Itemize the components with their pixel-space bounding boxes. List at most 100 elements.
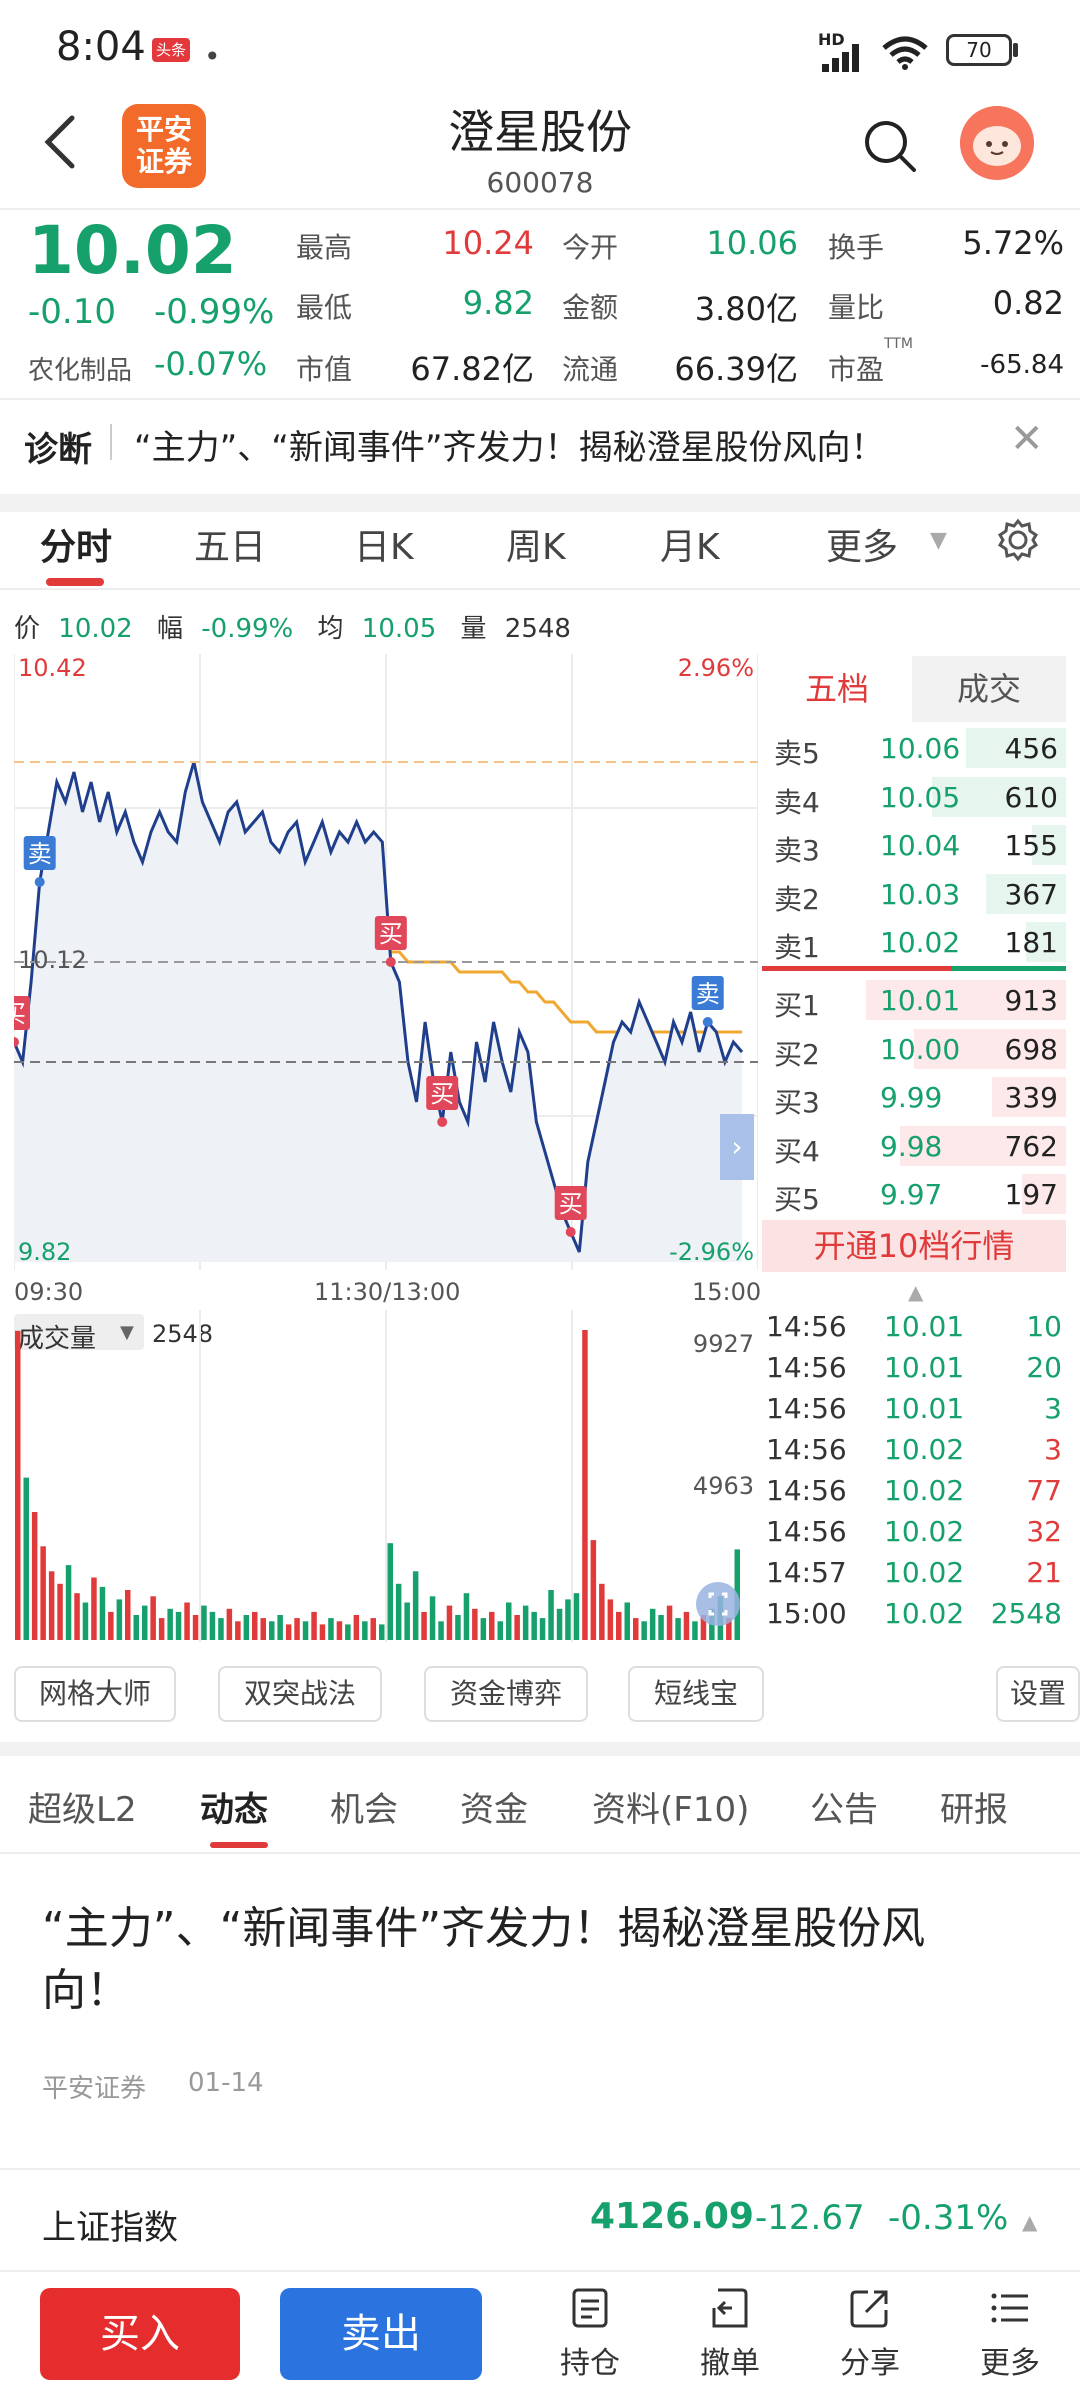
- bottom-pct-label: -2.96%: [669, 1238, 754, 1266]
- ask-row[interactable]: 卖5 10.06 456: [762, 724, 1066, 772]
- buy-marker-label: 买: [379, 920, 403, 948]
- tab-five-day[interactable]: 五日: [194, 527, 267, 568]
- bid-row[interactable]: 买1 10.01 913: [762, 976, 1066, 1024]
- expand-up-icon[interactable]: ▲: [1022, 2210, 1038, 2234]
- tab-daily-k[interactable]: 日K: [354, 527, 414, 568]
- strategy-capital-game[interactable]: 资金博弈: [424, 1666, 588, 1722]
- tab-monthly-k[interactable]: 月K: [660, 527, 720, 568]
- ask-row[interactable]: 卖2 10.03 367: [762, 870, 1066, 918]
- level-volume: 155: [1004, 829, 1058, 862]
- clock: 8:04: [56, 24, 146, 70]
- toutiao-badge: 头条: [152, 38, 190, 62]
- volume-bar: [590, 1540, 597, 1640]
- caret-down-icon[interactable]: ▼: [120, 1322, 134, 1343]
- tab-opportunities[interactable]: 机会: [330, 1790, 398, 1830]
- volume-bar: [99, 1586, 106, 1640]
- amount-label: 金额: [562, 291, 619, 324]
- marker-dot: [702, 1017, 713, 1027]
- hd-label: HD: [818, 30, 845, 49]
- nav-share[interactable]: 分享: [820, 2286, 920, 2382]
- buy-button[interactable]: 买入: [40, 2288, 240, 2380]
- volume-indicator-select[interactable]: [14, 1314, 144, 1350]
- tab-dynamics[interactable]: 动态: [200, 1790, 268, 1830]
- strategy-short-term[interactable]: 短线宝: [628, 1666, 764, 1722]
- fullscreen-icon[interactable]: [696, 1582, 740, 1626]
- volume-bar: [48, 1571, 55, 1640]
- intraday-chart[interactable]: 买卖买买买卖 10.42 2.96% 10.12 9.82 -2.96% ›: [14, 654, 758, 1270]
- sector-name[interactable]: 农化制品: [28, 356, 133, 386]
- stock-name: 澄星股份: [448, 105, 632, 159]
- avatar[interactable]: [960, 106, 1034, 180]
- bid-row[interactable]: 买5 9.97 197: [762, 1170, 1066, 1218]
- bid-row[interactable]: 买4 9.98 762: [762, 1122, 1066, 1170]
- strategy-grid-master[interactable]: 网格大师: [14, 1666, 176, 1722]
- ask-row[interactable]: 卖1 10.02 181: [762, 918, 1066, 966]
- volume-bar: [65, 1565, 72, 1640]
- close-icon[interactable]: ✕: [1010, 416, 1044, 462]
- ask-row[interactable]: 卖3 10.04 155: [762, 821, 1066, 869]
- bid-row[interactable]: 买2 10.00 698: [762, 1025, 1066, 1073]
- chevron-up-icon[interactable]: ▲: [908, 1280, 924, 1304]
- share-icon: [850, 2290, 888, 2328]
- nav-cancel-order[interactable]: 撤单: [680, 2286, 780, 2382]
- tick-price: 10.01: [884, 1392, 965, 1425]
- chevron-right-icon[interactable]: ›: [731, 1130, 742, 1163]
- volume-bar: [404, 1602, 410, 1640]
- ask-row[interactable]: 卖4 10.05 610: [762, 773, 1066, 821]
- tick-time: 14:56: [766, 1310, 847, 1343]
- tab-order-book[interactable]: 五档: [762, 656, 912, 722]
- volume-bar: [40, 1546, 46, 1640]
- tick-time: 15:00: [766, 1597, 847, 1630]
- expand-handle[interactable]: [720, 1114, 754, 1180]
- amount-value: 3.80亿: [694, 290, 798, 328]
- chevron-down-icon[interactable]: ▼: [930, 528, 947, 553]
- volume-bar: [599, 1583, 605, 1640]
- level10-upgrade-button[interactable]: 开通10档行情: [762, 1220, 1066, 1272]
- volume-bar: [446, 1605, 453, 1640]
- undo-document-icon: [712, 2288, 748, 2328]
- volume-bar: [260, 1618, 266, 1640]
- volume-bar: [345, 1624, 351, 1640]
- strategy-double-breakout[interactable]: 双突战法: [218, 1666, 382, 1722]
- news-tabs-divider: [0, 1852, 1080, 1854]
- depth-bar: [914, 1028, 1066, 1069]
- back-icon[interactable]: [40, 112, 80, 172]
- volume-bar: [108, 1611, 114, 1640]
- diagnosis-bar[interactable]: [0, 398, 1080, 492]
- nav-more[interactable]: 更多: [960, 2286, 1060, 2382]
- buy-marker: [374, 916, 407, 950]
- tab-more[interactable]: 更多: [826, 527, 899, 568]
- tab-announcements[interactable]: 公告: [810, 1790, 878, 1830]
- info-avg: 10.05: [361, 614, 437, 644]
- tab-weekly-k[interactable]: 周K: [506, 527, 566, 568]
- low-value: 9.82: [462, 284, 534, 322]
- gear-icon[interactable]: [996, 518, 1040, 562]
- volume-bar: [370, 1618, 376, 1640]
- index-ticker-bar[interactable]: [0, 2168, 1080, 2268]
- tab-trades[interactable]: 成交: [912, 656, 1066, 722]
- tab-super-l2[interactable]: 超级L2: [28, 1790, 137, 1830]
- info-pct-label: 幅: [156, 614, 183, 644]
- broker-logo: 平安 证券: [122, 104, 206, 188]
- news-title[interactable]: “主力”、“新闻事件”齐发力！揭秘澄星股份风向！: [42, 1903, 926, 2016]
- level-label: 卖2: [774, 882, 820, 916]
- time-start-label: 09:30: [14, 1278, 84, 1306]
- pe-ttm-sup: TTM: [884, 336, 913, 352]
- search-icon[interactable]: [862, 118, 918, 174]
- tab-capital[interactable]: 资金: [460, 1790, 528, 1830]
- tab-research[interactable]: 研报: [940, 1790, 1008, 1830]
- tick-row: 14:57 10.02 21: [766, 1554, 1066, 1595]
- sell-button[interactable]: 卖出: [280, 2288, 482, 2380]
- tick-row: 14:56 10.01 20: [766, 1349, 1066, 1390]
- tab-intraday[interactable]: 分时: [40, 527, 113, 568]
- volume-label[interactable]: 成交量: [18, 1324, 97, 1354]
- volume-bar: [252, 1611, 258, 1640]
- nav-holdings[interactable]: 持仓: [540, 2286, 640, 2382]
- volume-bar: [15, 1330, 21, 1640]
- volume-bar: [497, 1621, 503, 1640]
- diagnosis-text[interactable]: “主力”、“新闻事件”齐发力！揭秘澄星股份风向！: [134, 428, 885, 468]
- volume-bar: [548, 1590, 554, 1640]
- settings-button[interactable]: 设置: [996, 1666, 1080, 1722]
- tab-f10[interactable]: 资料(F10): [592, 1790, 750, 1830]
- bid-row[interactable]: 买3 9.99 339: [762, 1073, 1066, 1121]
